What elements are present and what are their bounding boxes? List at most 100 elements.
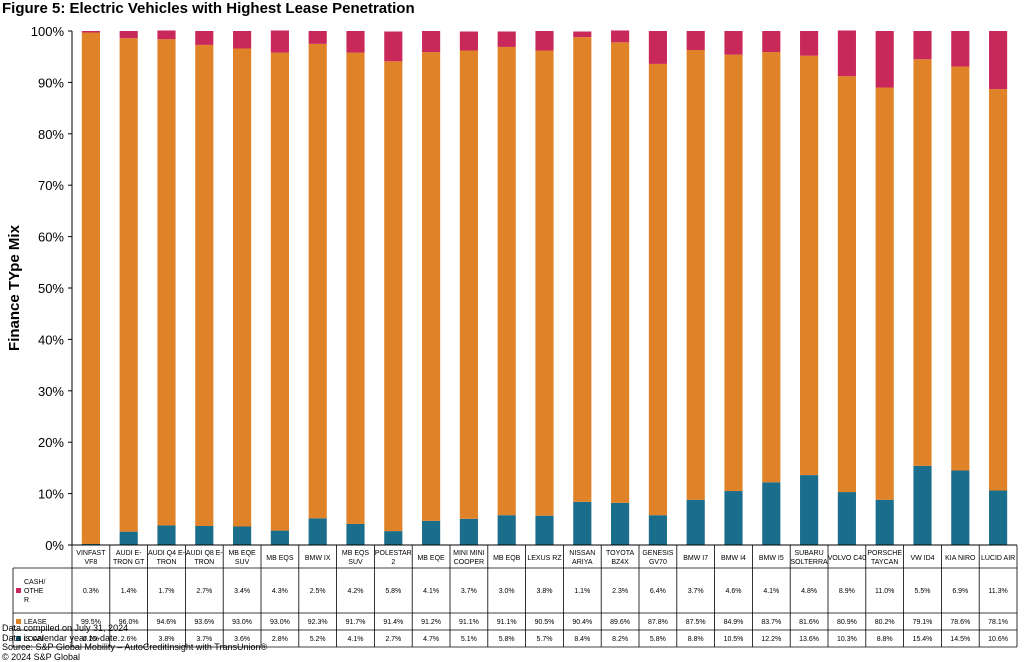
bar-segment-cash-other [838,30,856,76]
bar-segment-lease [876,88,894,500]
bar-segment-cash-other [346,31,364,53]
data-label: 2.7% [196,588,212,595]
bar-segment-cash-other [876,31,894,88]
data-label: 1.4% [121,588,137,595]
bar-segment-loan [649,515,667,545]
bar-segment-loan [384,531,402,545]
x-tick-label: LEXUS RZ [527,555,562,562]
data-label: 2.3% [612,588,628,595]
x-tick-label: POLESTAR [375,550,412,557]
bar-segment-cash-other [82,31,100,33]
bar-segment-lease [951,66,969,470]
data-label: 5.5% [915,588,931,595]
data-label: 4.1% [763,588,779,595]
bar-segment-loan [838,492,856,545]
bar-segment-cash-other [687,31,705,50]
x-tick-label: VW ID4 [910,555,934,562]
y-axis-label: Finance TYpe Mix [6,224,23,351]
data-label: 4.1% [423,588,439,595]
bar-segment-loan [346,524,364,545]
legend-label: R [24,597,29,604]
x-tick-label: SUV [348,559,363,566]
bar-segment-lease [611,42,629,503]
x-tick-label: SOLTERRA [790,559,828,566]
y-tick-label: 50% [38,281,64,296]
x-tick-label: BMW I4 [721,555,746,562]
legend-label: OTHE [24,588,44,595]
x-tick-label: MINI MINI [453,550,485,557]
bar-segment-cash-other [309,31,327,44]
bar-segment-lease [157,39,175,525]
x-tick-label: MB EQS [342,550,370,557]
y-tick-label: 90% [38,75,64,90]
bar-segment-lease [762,52,780,482]
x-tick-label: AUDI Q4 E- [148,550,186,557]
bar-segment-loan [573,502,591,545]
x-tick-label: GV70 [649,559,667,566]
bar-segment-loan [157,525,175,545]
bar-segment-lease [82,33,100,544]
bar-segment-cash-other [611,30,629,42]
data-label: 10.6% [988,636,1008,643]
y-tick-label: 80% [38,127,64,142]
data-label: 10.3% [837,636,857,643]
bar-segment-cash-other [573,32,591,38]
bar-segment-lease [384,61,402,531]
x-tick-label: BZ4X [611,559,629,566]
data-label: 5.8% [385,588,401,595]
data-label: 14.5% [950,636,970,643]
data-label: 0.3% [83,588,99,595]
bar-segment-loan [309,518,327,545]
data-label: 80.2% [875,619,895,626]
data-label: 15.4% [913,636,933,643]
data-label: 8.8% [688,636,704,643]
x-tick-label: MB EQE [417,555,445,562]
data-label: 79.1% [913,619,933,626]
data-label: 3.8% [537,588,553,595]
x-tick-label: SUV [235,559,250,566]
data-label: 4.2% [348,588,364,595]
bar-segment-cash-other [724,31,742,55]
data-label: 91.1% [497,619,517,626]
bar-segment-lease [498,47,516,515]
x-tick-label: AUDI E- [116,550,142,557]
data-label: 80.9% [837,619,857,626]
bar-segment-lease [120,38,138,531]
data-label: 91.1% [459,619,479,626]
bar-segment-loan [535,516,553,545]
data-label: 5.1% [461,636,477,643]
legend-label: CASH/ [24,579,45,586]
bar-segment-cash-other [120,31,138,38]
bar-segment-loan [989,491,1007,545]
bar-segment-cash-other [951,31,969,66]
x-tick-label: BMW I5 [759,555,784,562]
y-tick-label: 30% [38,384,64,399]
data-label: 78.6% [950,619,970,626]
data-label: 2.8% [272,636,288,643]
bar-segment-lease [460,51,478,519]
data-label: 90.4% [572,619,592,626]
data-label: 8.2% [612,636,628,643]
footnotes: Data compiled on July 31, 2024 Data is c… [2,624,267,662]
bar-segment-lease [346,53,364,524]
bar-segment-lease [195,45,213,526]
bar-segment-loan [724,491,742,545]
bar-segment-cash-other [649,31,667,64]
x-tick-label: ARIYA [572,559,593,566]
x-tick-label: TRON [157,559,177,566]
y-tick-label: 100% [31,24,65,39]
data-label: 87.5% [686,619,706,626]
x-tick-label: TRON GT [113,559,145,566]
bar-segment-cash-other [535,31,553,51]
data-label: 3.7% [688,588,704,595]
data-label: 2.7% [385,636,401,643]
data-label: 3.7% [461,588,477,595]
bar-segment-loan [687,500,705,545]
data-label: 3.4% [234,588,250,595]
x-tick-label: 2 [391,559,395,566]
data-label: 78.1% [988,619,1008,626]
data-label: 4.8% [801,588,817,595]
data-label: 84.9% [724,619,744,626]
bar-segment-loan [422,521,440,545]
